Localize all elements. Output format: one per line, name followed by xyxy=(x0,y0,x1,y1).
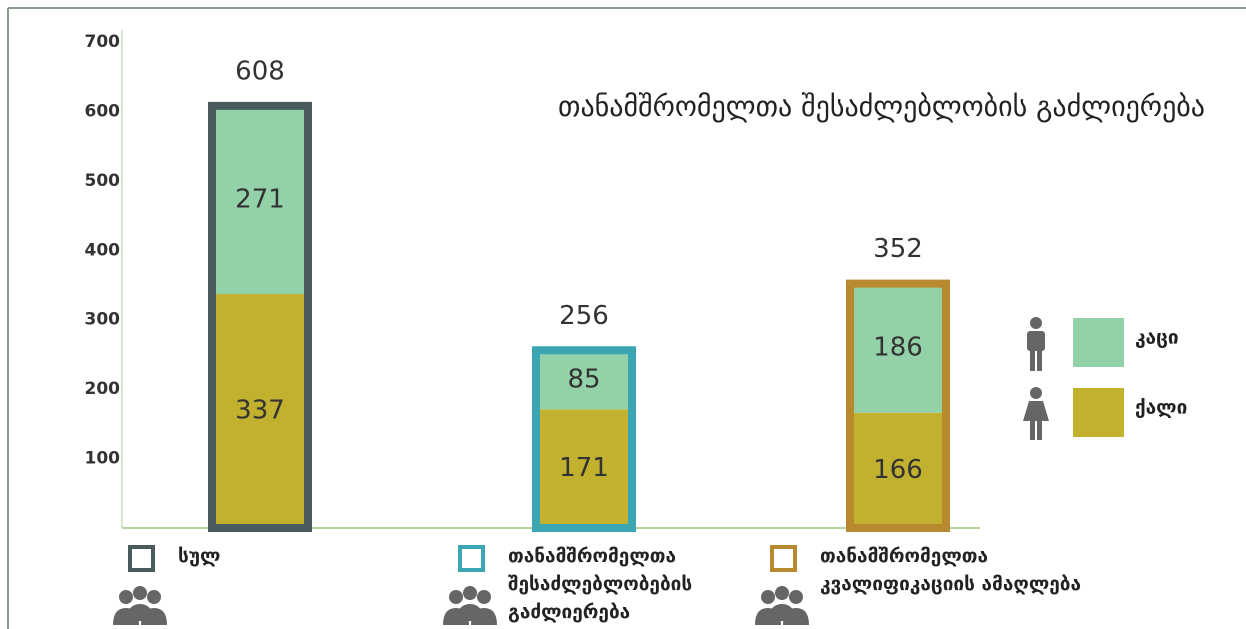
total-label: 608 xyxy=(235,56,285,86)
legend-label: ქალი xyxy=(1135,397,1187,419)
bar-outline xyxy=(846,279,950,532)
category-label: სულ xyxy=(178,545,221,567)
person-head xyxy=(463,586,477,600)
person-head xyxy=(789,590,803,604)
value-label: 85 xyxy=(567,364,600,394)
person-head xyxy=(119,590,133,604)
y-tick-label: 100 xyxy=(85,449,121,469)
y-tick-label: 700 xyxy=(85,32,121,52)
value-label: 337 xyxy=(235,396,285,426)
legend-swatch xyxy=(1073,318,1124,367)
y-tick-label: 300 xyxy=(85,310,121,330)
y-tick-label: 600 xyxy=(85,101,121,121)
person-head xyxy=(133,586,147,600)
person-head xyxy=(477,590,491,604)
total-label: 352 xyxy=(873,234,923,264)
people-icons xyxy=(113,586,809,625)
legend-swatch xyxy=(1073,388,1124,437)
bar-segment xyxy=(212,294,308,528)
category-swatch xyxy=(458,545,485,572)
person-body xyxy=(457,604,483,621)
chart-title: თანამშრომელთა შესაძლებლობის გაძლიერება xyxy=(558,90,1205,123)
bar-segment xyxy=(850,283,946,413)
bar-segment xyxy=(536,409,632,528)
bar-segment xyxy=(212,105,308,295)
y-tick-label: 400 xyxy=(85,240,121,260)
bar-outline xyxy=(208,101,312,532)
category-swatch xyxy=(128,545,155,572)
person-body xyxy=(127,604,153,621)
legend-label: კაცი xyxy=(1135,327,1179,349)
total-label: 256 xyxy=(559,301,609,331)
category-label: თანამშრომელთა კვალიფიკაციის ამაღლება xyxy=(820,545,1082,595)
person-head xyxy=(775,586,789,600)
category-swatch xyxy=(770,545,797,572)
bar-segment xyxy=(850,412,946,528)
woman-icon xyxy=(1023,387,1049,440)
y-tick-label: 200 xyxy=(85,379,121,399)
person-head xyxy=(449,590,463,604)
value-label: 166 xyxy=(873,455,923,485)
y-tick-label: 500 xyxy=(85,171,121,191)
person-head xyxy=(147,590,161,604)
man-icon xyxy=(1027,317,1045,371)
bar-outline xyxy=(532,346,636,532)
value-label: 171 xyxy=(559,453,609,483)
bar-segment xyxy=(536,350,632,410)
person-head xyxy=(761,590,775,604)
person-body xyxy=(769,604,795,621)
category-label: თანამშრომელთა შესაძლებლობების გაძლიერება xyxy=(508,545,693,623)
value-label: 186 xyxy=(873,333,923,363)
value-label: 271 xyxy=(235,184,285,214)
